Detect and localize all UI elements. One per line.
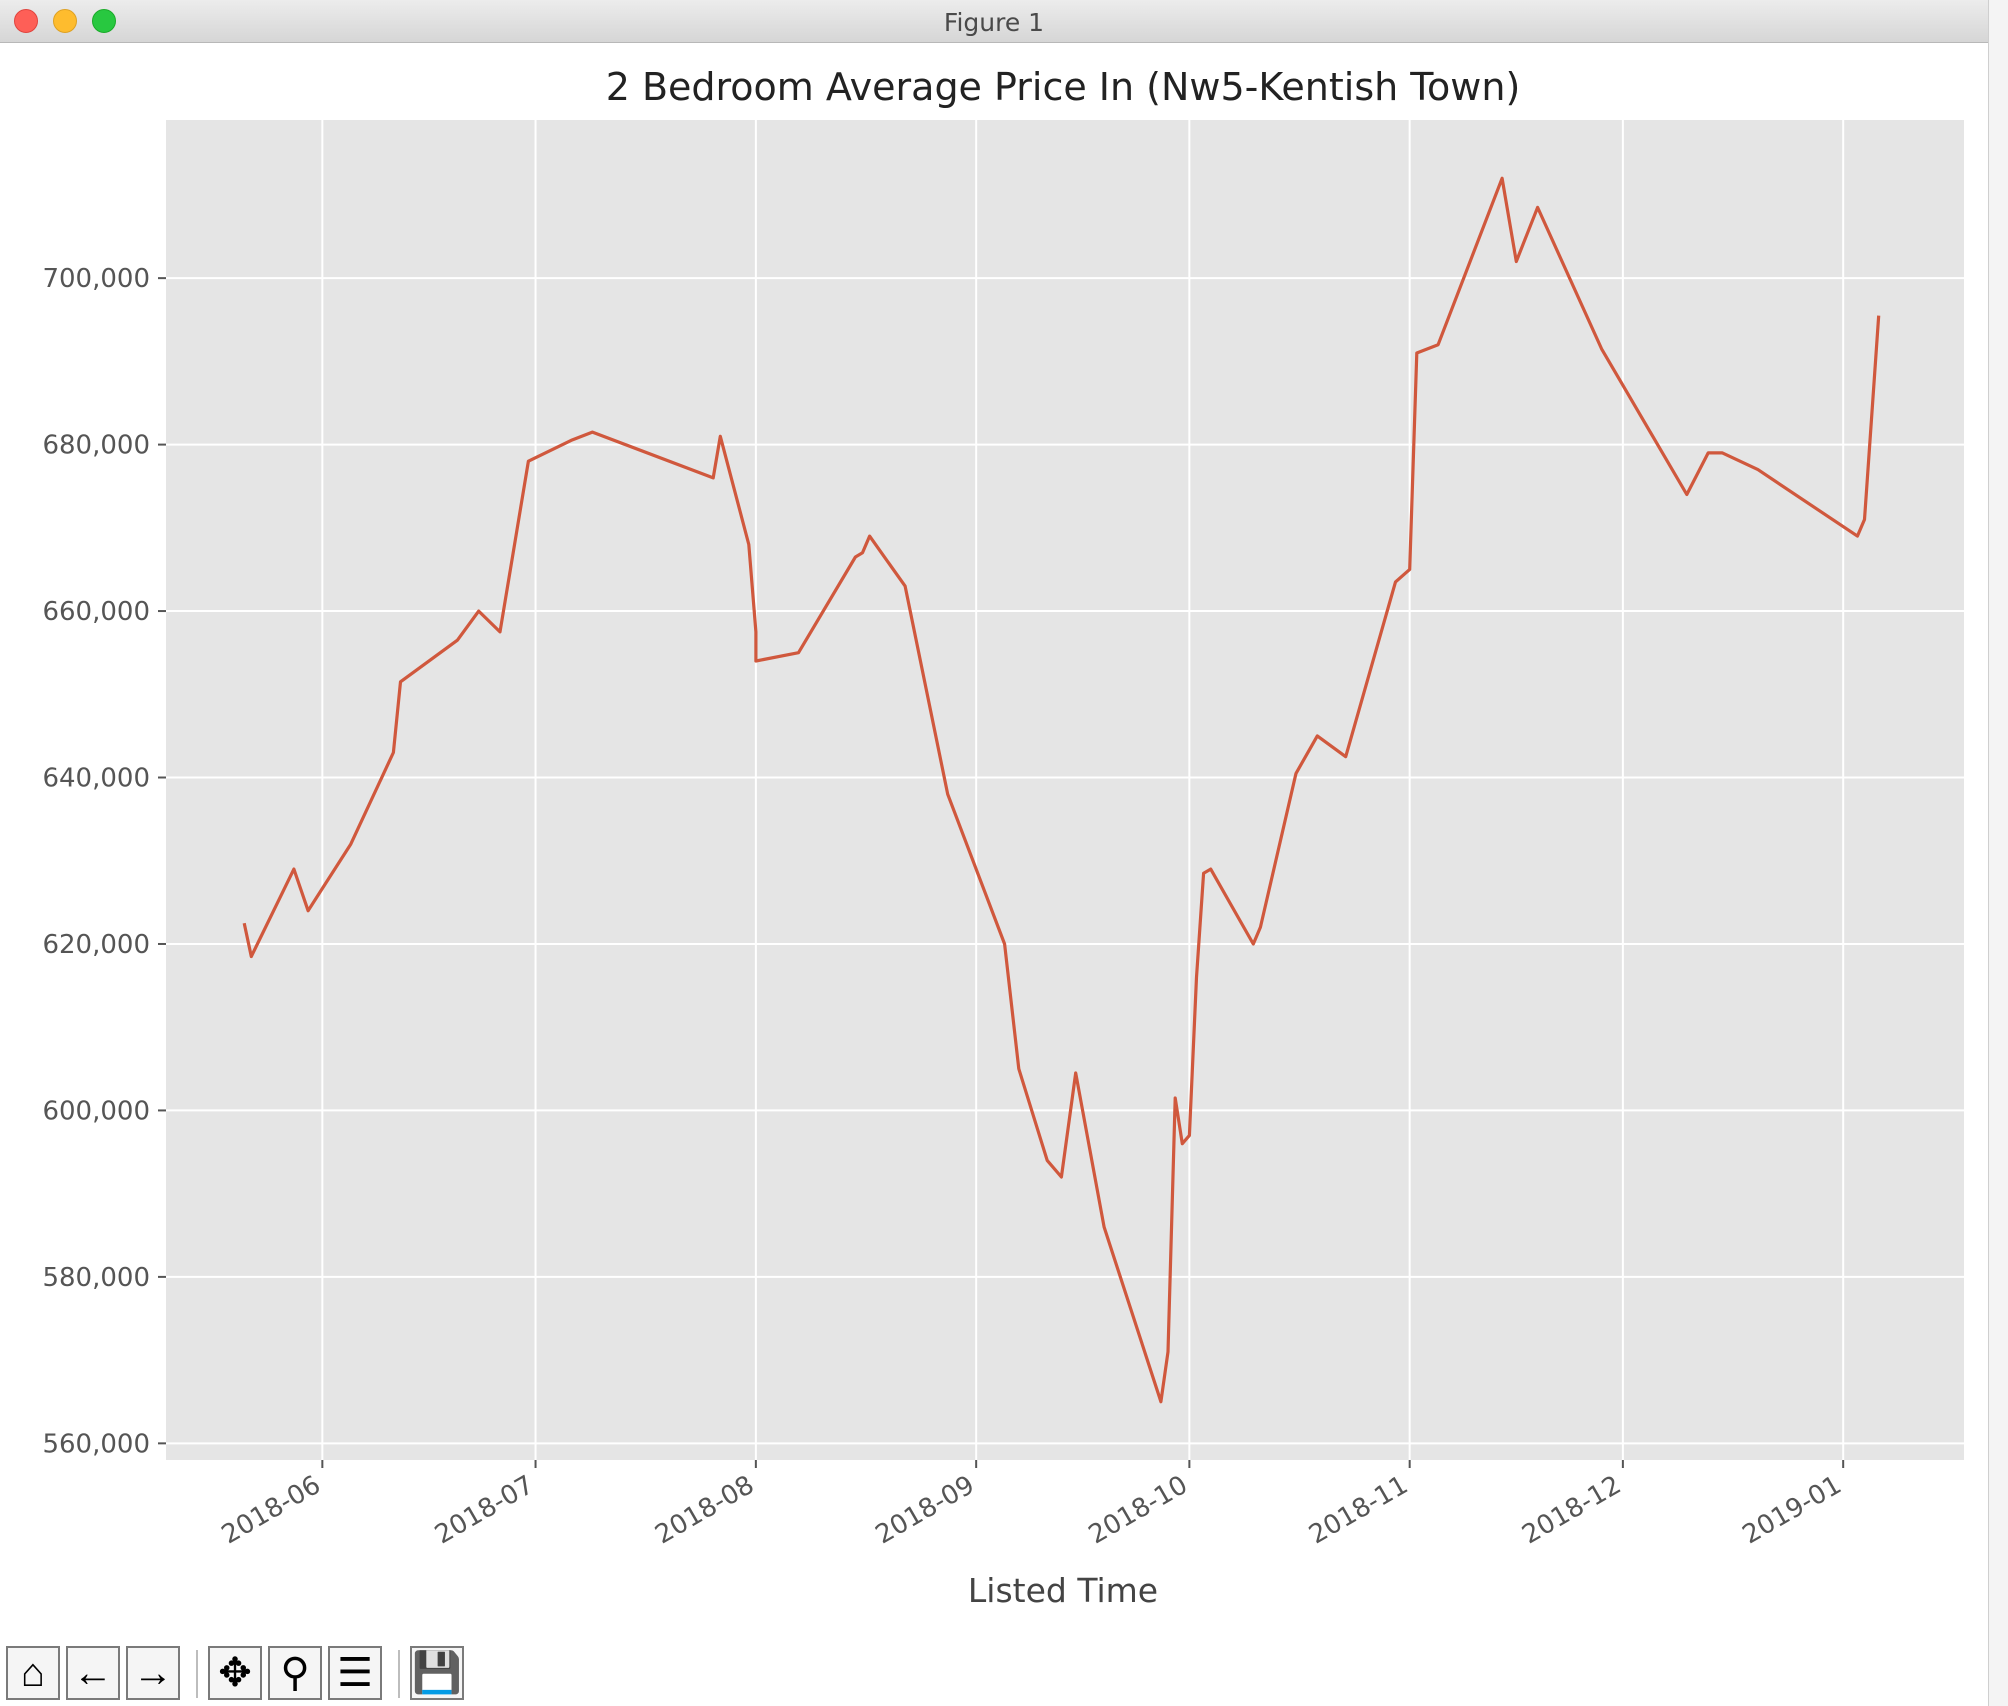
save-button[interactable]: 💾	[410, 1646, 464, 1700]
background-window-edge	[1988, 0, 2008, 1706]
x-tick-label: 2018-06	[217, 1470, 326, 1550]
y-tick-label: 560,000	[42, 1429, 150, 1459]
back-button[interactable]: ←	[66, 1646, 120, 1700]
x-tick-label: 2018-12	[1517, 1470, 1626, 1550]
move-icon: ✥	[218, 1651, 252, 1695]
y-tick-label: 600,000	[42, 1096, 150, 1126]
plot-area	[166, 120, 1964, 1460]
home-button[interactable]: ⌂	[6, 1646, 60, 1700]
toolbar-separator	[196, 1650, 198, 1698]
y-tick-label: 700,000	[42, 264, 150, 294]
x-axis-label: Listed Time	[968, 1571, 1158, 1610]
home-icon: ⌂	[20, 1651, 46, 1695]
line-chart: 2 Bedroom Average Price In (Nw5-Kentish …	[42, 65, 1964, 1610]
sliders-icon: ☰	[337, 1651, 373, 1695]
y-tick-label: 620,000	[42, 930, 150, 960]
floppy-disk-icon: 💾	[412, 1651, 462, 1695]
arrow-left-icon: ←	[73, 1651, 113, 1695]
window-title: Figure 1	[943, 8, 1045, 37]
zoom-button[interactable]: ⚲	[268, 1646, 322, 1700]
configure-subplots-button[interactable]: ☰	[328, 1646, 382, 1700]
x-tick-label: 2018-07	[430, 1470, 539, 1550]
x-tick-label: 2018-09	[871, 1470, 980, 1550]
arrow-right-icon: →	[133, 1651, 173, 1695]
x-tick-label: 2018-10	[1084, 1470, 1193, 1550]
close-window-button[interactable]	[14, 9, 38, 33]
x-axis: 2018-06 2018-07 2018-08 2018-09 2018-10 2018-…	[217, 1460, 1847, 1550]
pan-button[interactable]: ✥	[208, 1646, 262, 1700]
grid-lines	[166, 120, 1964, 1460]
y-tick-label: 680,000	[42, 431, 150, 461]
minimize-window-button[interactable]	[53, 9, 77, 33]
y-tick-label: 660,000	[42, 597, 150, 627]
toolbar-separator	[398, 1650, 400, 1698]
zoom-window-button[interactable]	[92, 9, 116, 33]
y-axis: 560,000 580,000 600,000 620,000 640,000 660,0…	[42, 264, 166, 1459]
x-tick-label: 2018-08	[650, 1470, 759, 1550]
forward-button[interactable]: →	[126, 1646, 180, 1700]
window-titlebar: Figure 1	[0, 0, 1988, 43]
magnifier-icon: ⚲	[280, 1651, 310, 1695]
x-tick-label: 2019-01	[1738, 1470, 1847, 1550]
y-tick-label: 640,000	[42, 764, 150, 794]
x-tick-label: 2018-11	[1304, 1470, 1413, 1550]
y-tick-label: 580,000	[42, 1263, 150, 1293]
price-series-line	[242, 176, 1881, 1404]
chart-title: 2 Bedroom Average Price In (Nw5-Kentish …	[606, 65, 1521, 109]
